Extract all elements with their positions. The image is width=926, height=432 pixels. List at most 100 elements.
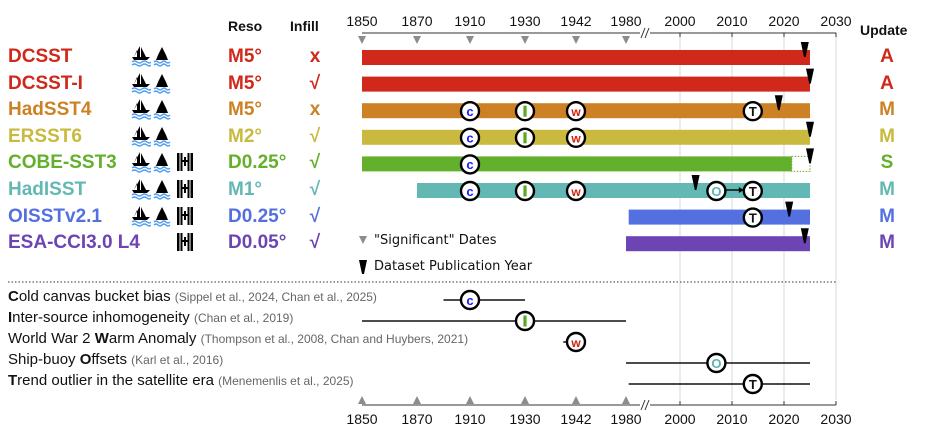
publication-year-marker [785,201,794,217]
issue-bold-initial: W [94,330,109,347]
issue-prefix: Ship-buoy [8,351,80,368]
marker-c-icon [459,100,481,122]
dataset-infill: √ [309,205,321,227]
axis-break [644,27,650,39]
significant-date-marker [572,396,580,404]
axis-tick-label: 2000 [664,411,695,427]
data-source-icons [131,205,221,227]
marker-letter [523,132,527,144]
update-header: Update [860,22,908,38]
data-source-icons [131,151,221,174]
axis-tick-label: 1910 [454,411,485,427]
marker-arrowhead [738,187,744,193]
marker-letter: O [711,184,721,199]
marker-o-icon [706,180,727,202]
issue-title: rend outlier in the satellite era [17,372,214,389]
marker-letter: T [749,104,757,119]
dataset-bar-extension [791,155,811,172]
axis-tick-label: 1930 [509,13,540,29]
axis-tick-label: 1980 [610,411,641,427]
legend-significant-icon [359,236,367,244]
data-source-icons [131,231,221,253]
buoy-icon [153,126,171,147]
dataset-update: A [880,72,894,94]
axis-tick-label: 2010 [716,411,747,427]
significant-date-marker [521,36,529,44]
dataset-bar [626,236,810,252]
marker-letter: c [466,293,473,308]
dataset-name: DCSST-I [8,72,83,94]
legend-publication-icon [359,260,367,274]
significant-date-marker [622,36,630,44]
dataset-update: M [879,99,895,121]
dataset-bar [362,156,792,172]
legend-publication-label: Dataset Publication Year [374,259,533,274]
issue-bold-initial: C [8,288,19,305]
significant-date-marker [572,36,580,44]
axis-tick-label: 1980 [610,13,641,29]
satellite-icon [177,153,193,172]
issue-title: ffsets [91,351,127,368]
issue-note: Inter-source inhomogeneity (Chan et al.,… [8,309,293,326]
dataset-infill: x [309,46,321,67]
dataset-infill: x [309,99,321,121]
dataset-resolution: M1° [228,179,262,200]
marker-c-icon [459,180,481,202]
axis-tick-label: 1870 [401,13,432,29]
data-source-icons [131,178,221,200]
issue-bold-initial: I [8,309,13,326]
dataset-name: HadSST4 [8,99,92,121]
marker-letter: c [466,157,473,172]
buoy-icon [153,206,171,227]
marker-letter [523,105,527,117]
publication-year-marker [774,95,783,111]
buoy-icon [153,180,171,200]
dataset-update: M [879,125,895,147]
dataset-infill: √ [309,72,321,94]
issue-reference: (Menemenlis et al., 2025) [218,374,354,388]
legend-significant-label: "Significant" Dates [374,233,497,248]
dataset-bar [362,76,810,92]
marker-letter: c [466,104,473,119]
publication-year-marker [806,68,814,84]
buoy-icon [153,100,171,120]
dataset-resolution: D0.25° [228,205,287,227]
issue-reference: (Sippel et al., 2024, Chan et al., 2025) [174,290,377,304]
dataset-resolution: M5° [228,72,262,94]
significant-date-marker [622,396,630,404]
dataset-resolution: M5° [228,46,262,67]
significant-date-marker [466,36,474,44]
marker-t-icon [742,207,763,228]
publication-year-marker [806,148,814,164]
issue-note: Ship-buoy Offsets (Karl et al., 2016) [8,351,223,368]
issue-bold-initial: T [8,372,18,389]
dataset-infill: √ [309,232,321,254]
axis-tick-label: 1942 [560,411,591,427]
axis-tick-label: 1942 [560,13,591,29]
significant-date-marker [413,36,421,44]
marker-letter: w [570,105,581,119]
ship-icon [131,46,151,67]
dataset-resolution: D0.25° [228,152,287,174]
marker-o-icon [706,352,727,374]
marker-c-icon [459,289,481,311]
axis-tick-label: 2010 [716,13,747,29]
publication-year-marker [800,42,809,57]
dataset-name: HadISST [8,179,87,200]
ship-icon [131,152,151,174]
ship-icon [131,125,151,147]
marker-c-icon [459,154,481,175]
dataset-name: ESA-CCI3.0 L4 [8,232,140,254]
dataset-update: S [880,152,894,174]
dataset-update: M [879,205,895,227]
marker-w-icon [565,180,587,202]
axis-tick-label: 2030 [820,411,851,427]
ship-icon [131,72,151,94]
issue-title: nter-source inhomogeneity [12,309,190,326]
ship-icon [131,179,151,200]
satellite-icon [177,180,193,198]
dataset-infill: √ [309,179,321,200]
axis-tick-label: 1910 [454,13,485,29]
marker-letter: w [570,336,581,350]
issue-note: Trend outlier in the satellite era (Mene… [8,372,354,389]
